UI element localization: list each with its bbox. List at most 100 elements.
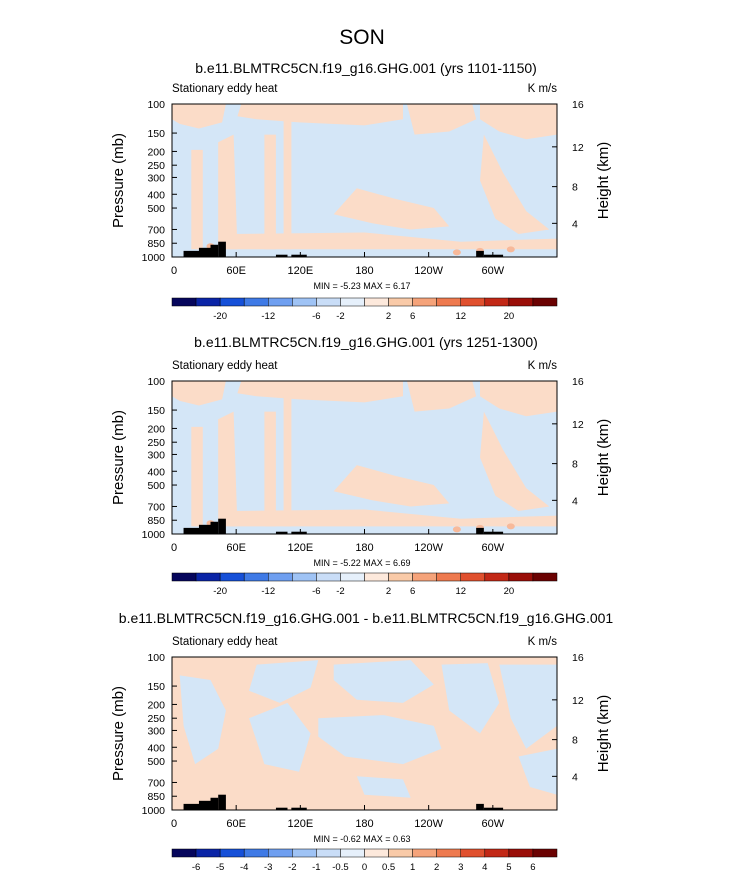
y-tick-label: 150 [147,681,165,693]
colorbar-swatch [340,848,365,858]
contour-patch [480,381,557,417]
contour-patch [283,119,292,250]
colorbar-swatch [388,297,413,307]
y-tick-label: 100 [147,376,165,388]
terrain-block [210,521,219,534]
colorbar-swatch [484,848,510,858]
contour-patch [480,411,550,511]
terrain-block [183,803,203,810]
contour-patch [264,411,276,527]
contour-patch [406,381,477,412]
colorbar-swatch [316,572,341,582]
contour-patch [191,426,203,527]
y-tick-label: 500 [147,756,165,768]
terrain-block [483,254,504,257]
y-tick-label: 100 [147,99,165,111]
x-tick-label: 0 [171,265,177,277]
terrain-block [483,807,504,810]
colorbar-label: -12 [261,586,275,597]
terrain-block [291,807,307,810]
y-right-tick-label: 16 [572,99,584,111]
colorbar-swatch [460,297,486,307]
contour-patch [237,104,403,126]
y-tick-label: 850 [147,515,165,527]
figure-suptitle: SON [339,26,385,49]
contour-spot [452,249,461,256]
colorbar-swatch [316,297,341,307]
colorbar-swatch [292,572,317,582]
colorbar-swatch [292,297,317,307]
contour-spot [506,523,515,530]
terrain-block [198,800,215,810]
x-tick-label: 120E [287,818,313,830]
contour-patch [264,134,276,250]
colorbar-swatch [364,848,389,858]
contour-patch [229,509,558,527]
y-tick-label: 1000 [142,805,166,817]
contour-patch [229,232,558,250]
contour-patch [318,715,442,765]
y-tick-label: 250 [147,437,165,449]
x-tick-label: 180 [355,265,373,277]
panel-title: b.e11.BLMTRC5CN.f19_g16.GHG.001 (yrs 110… [195,60,537,76]
colorbar-label: -2 [336,311,344,322]
colorbar-swatch [219,572,245,582]
terrain-block [183,527,203,534]
colorbar-swatch [532,572,558,582]
contour-patch [179,675,226,765]
x-tick-label: 60E [226,542,246,554]
colorbar-label: 2 [386,311,391,322]
y-right-axis-label: Height (km) [595,419,612,497]
colorbar-swatch [412,572,437,582]
y-tick-label: 300 [147,725,165,737]
y-right-tick-label: 12 [572,142,584,154]
contour-patch [237,381,403,403]
colorbar-swatch [484,297,510,307]
y-tick-label: 1000 [142,252,166,264]
terrain-block [275,807,288,810]
y-tick-label: 1000 [142,529,166,541]
colorbar-swatch [219,848,245,858]
terrain-block [476,803,484,810]
terrain-block [291,531,307,534]
panel-left-label: Stationary eddy heat [172,636,278,648]
y-right-tick-label: 16 [572,376,584,388]
contour-patch [191,149,203,250]
contour-patch [499,664,557,749]
panel-units-label: K m/s [528,83,558,95]
x-tick-label: 0 [171,818,177,830]
y-right-tick-label: 4 [572,218,578,230]
y-tick-label: 850 [147,791,165,803]
y-right-tick-label: 8 [572,459,578,471]
colorbar-swatch [436,297,461,307]
panel-title: b.e11.BLMTRC5CN.f19_g16.GHG.001 - b.e11.… [119,610,614,626]
colorbar-label: -6 [312,586,320,597]
colorbar-swatch [219,297,245,307]
x-tick-label: 60W [482,265,505,277]
colorbar-label: -6 [312,311,320,322]
y-right-axis-label: Height (km) [595,142,612,220]
colorbar-label: 6 [410,311,415,322]
colorbar-label: -4 [240,862,248,873]
colorbar-swatch [268,572,293,582]
colorbar-swatch [508,297,534,307]
y-tick-label: 400 [147,742,165,754]
contour-spot [452,526,461,533]
colorbar-swatch [171,848,197,858]
colorbar-swatch [340,572,365,582]
x-tick-label: 120W [414,818,443,830]
y-tick-label: 850 [147,238,165,250]
colorbar-label: -5 [216,862,224,873]
x-tick-label: 120E [287,542,313,554]
colorbar-label: 20 [504,311,515,322]
panel-left-label: Stationary eddy heat [172,360,278,372]
y-right-tick-label: 4 [572,771,578,783]
contour-patch [218,134,238,250]
colorbar-swatch [460,572,486,582]
colorbar-swatch [243,848,269,858]
colorbar-label: -2 [336,586,344,597]
colorbar-label: 3 [458,862,463,873]
stats-label: MIN = -5.22 MAX = 6.69 [313,558,410,568]
terrain-block [483,531,504,534]
colorbar-label: -6 [192,862,200,873]
